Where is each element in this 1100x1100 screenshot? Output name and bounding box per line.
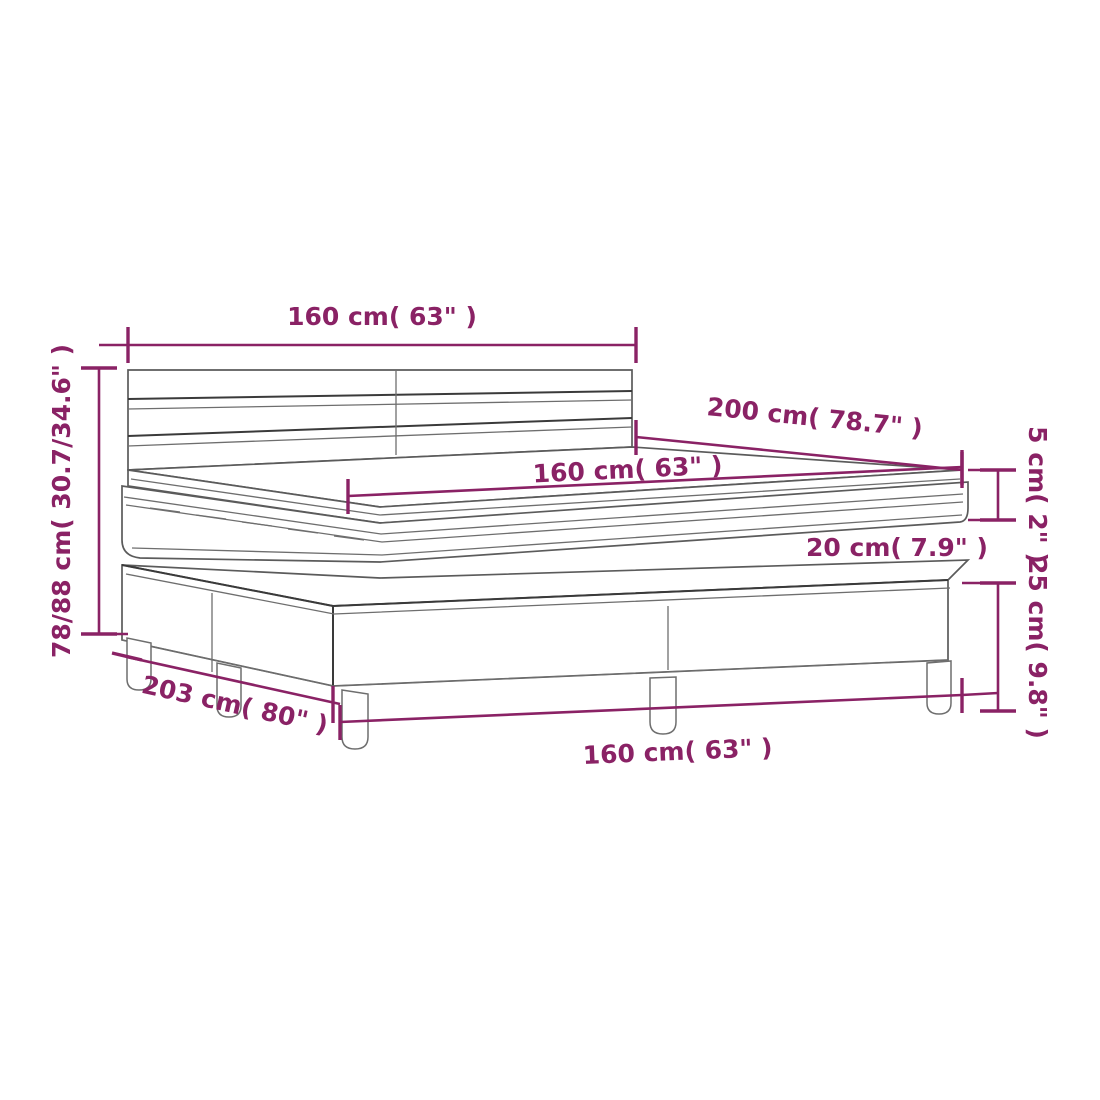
dim-total-height (81, 366, 128, 636)
dim-topper-thickness (968, 468, 1016, 522)
bed-illustration (121, 369, 971, 750)
dim-label-mattress-thickness: 20 cm( 7.9" ) (806, 533, 988, 562)
mattress-topper (127, 446, 963, 524)
bed-legs (126, 637, 952, 750)
dim-mattress-width (346, 450, 964, 514)
dim-base-height (962, 581, 1016, 713)
dim-base-depth (111, 651, 341, 723)
dim-headboard-width (99, 327, 638, 363)
dim-base-width (338, 678, 999, 740)
dim-label-total-height: 78/88 cm( 30.7/34.6" ) (47, 344, 76, 658)
dim-label-topper-thickness: 5 cm( 2" ) (1023, 426, 1052, 564)
dim-label-bed-length: 200 cm( 78.7" ) (706, 392, 925, 443)
dim-label-headboard-width: 160 cm( 63" ) (287, 302, 477, 331)
box-spring-base (121, 559, 971, 688)
mattress (121, 481, 969, 563)
dim-label-base-height: 25 cm( 9.8" ) (1023, 557, 1052, 739)
dim-label-base-width: 160 cm( 63" ) (582, 733, 773, 770)
